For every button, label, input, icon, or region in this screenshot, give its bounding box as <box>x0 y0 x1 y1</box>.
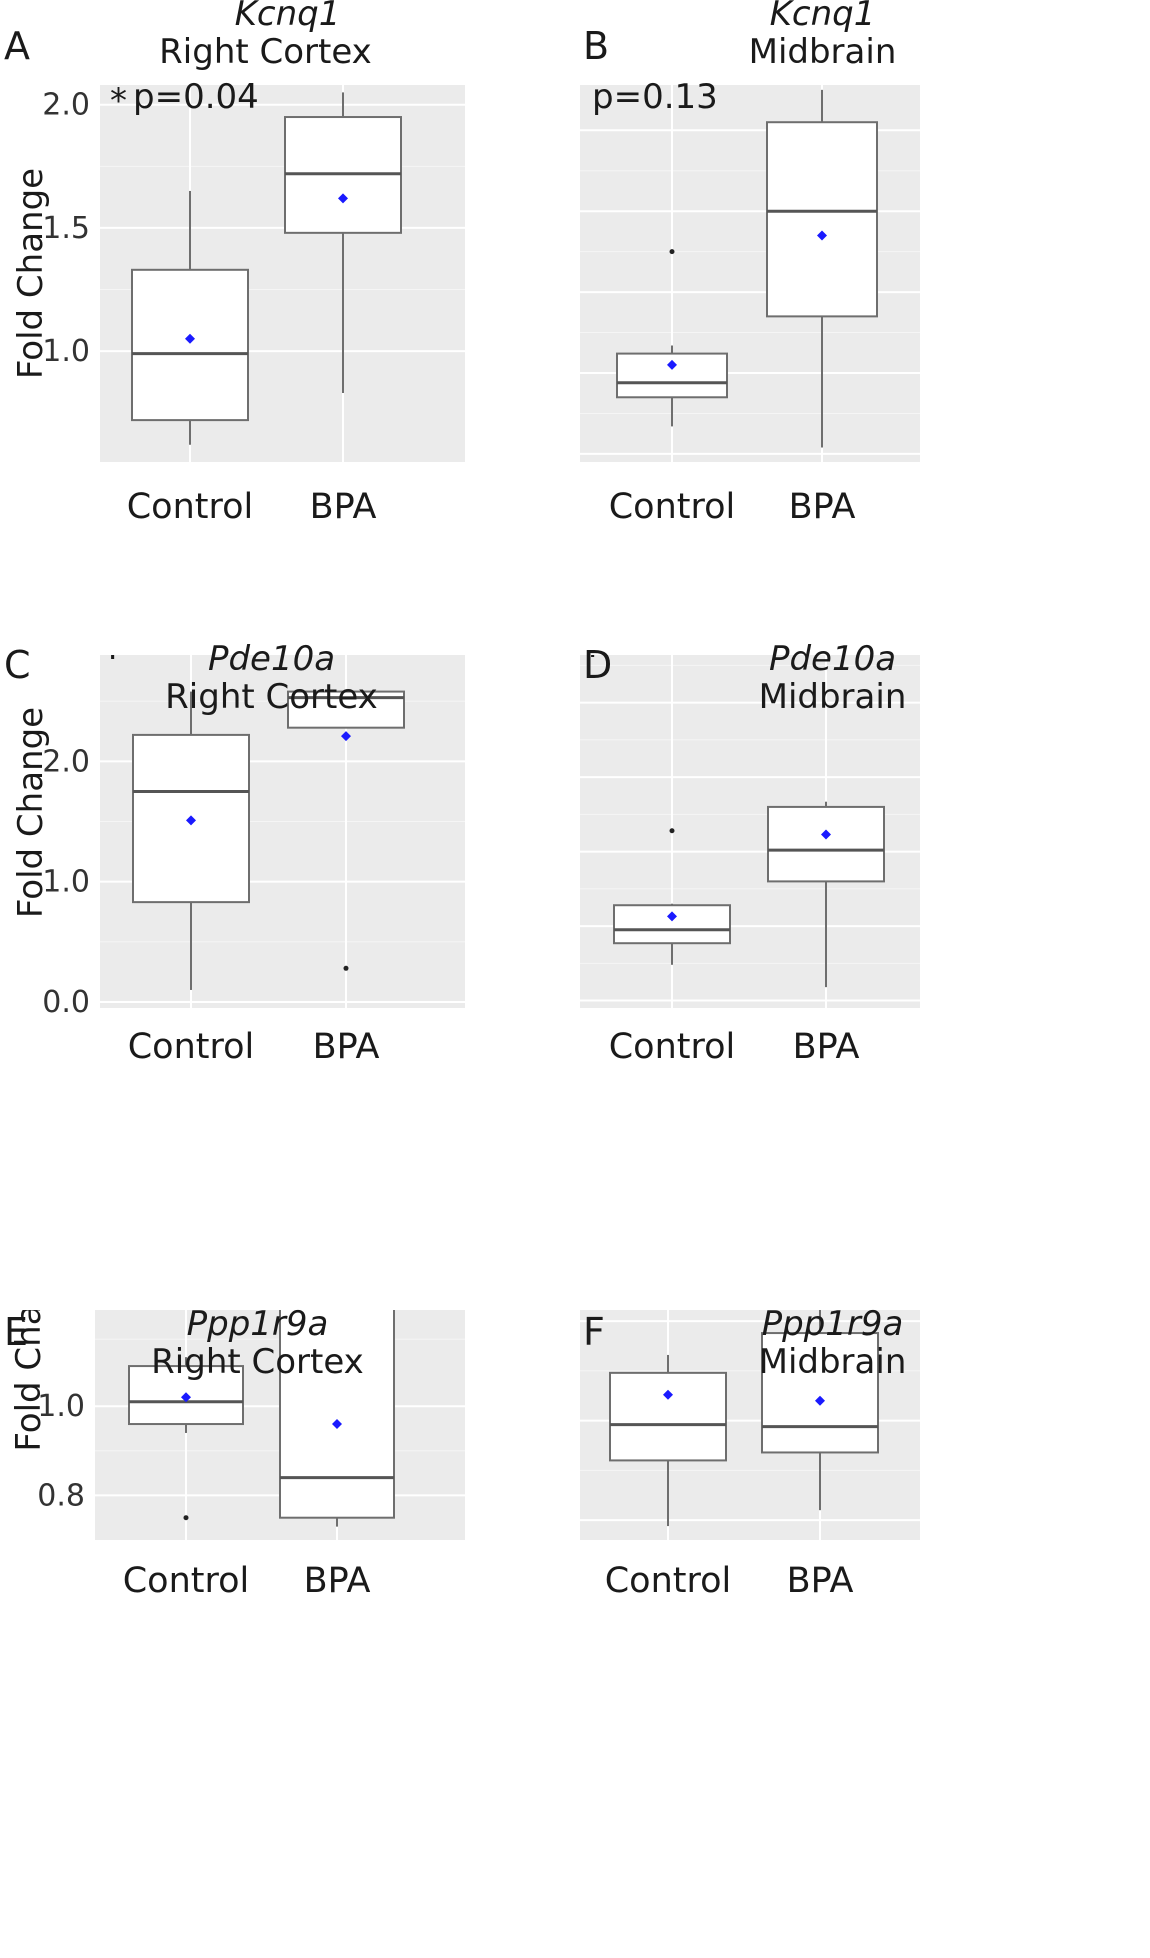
box-control <box>613 828 731 965</box>
x-category-label: Control <box>127 487 254 520</box>
box-iqr <box>131 268 249 422</box>
box-iqr <box>761 1332 879 1454</box>
x-category-label: BPA <box>313 1027 380 1067</box>
mean-marker <box>663 1389 673 1400</box>
outlier-point <box>343 965 349 971</box>
gene-title: Ppp1r9a <box>186 1304 329 1344</box>
mean-marker <box>667 911 677 922</box>
y-tick-label: 1.0 <box>42 865 90 900</box>
y-tick-label: 0.0 <box>42 985 90 1020</box>
box-control <box>616 249 728 427</box>
gene-title: Ppp1r9a <box>761 1304 904 1344</box>
gene-title: Pde10a <box>207 639 336 679</box>
significance-star: * <box>110 81 127 121</box>
boxplot-c: 0.0 1.0 2.0 3.0 Control BPA Fold Change p=0.18 <box>11 655 465 1067</box>
box-bpa <box>766 89 878 448</box>
panel-a: A Kcnq1 Right Cortex 1.0 1.5 2.0 Control BPA… <box>0 0 575 520</box>
box-bpa <box>279 1310 395 1527</box>
y-tick-label: 3.0 <box>42 655 90 659</box>
region-title: Midbrain <box>758 1342 907 1382</box>
x-category-label: Control <box>609 487 736 520</box>
region-title: Midbrain <box>758 677 907 717</box>
mean-marker <box>821 829 831 840</box>
p-value-label: p=0.13 <box>588 655 714 659</box>
box-bpa <box>287 690 405 971</box>
outlier-point <box>669 249 675 255</box>
box-iqr <box>613 904 731 945</box>
box-bpa <box>761 1310 879 1511</box>
panel-letter: C <box>4 643 31 687</box>
x-category-label: Control <box>123 1561 250 1601</box>
box-iqr <box>766 121 878 318</box>
x-category-label: BPA <box>310 487 377 520</box>
gene-title: Kcnq1 <box>234 0 341 34</box>
box-control <box>609 1354 727 1527</box>
box-bpa <box>767 801 885 988</box>
mean-marker <box>332 1419 342 1430</box>
y-tick-label: 2.0 <box>42 88 90 123</box>
box-iqr <box>279 1310 395 1519</box>
panel-b: B Kcnq1 Midbrain 0.51.01.52.02.5ControlB… <box>575 0 1150 520</box>
x-category-label: BPA <box>787 1561 854 1601</box>
panel-f: F Ppp1r9a Midbrain 0.51.01.52.0ControlBP… <box>575 1304 1150 1958</box>
region-title: Right Cortex <box>165 677 378 717</box>
gene-title: Pde10a <box>768 639 897 679</box>
panel-letter: B <box>583 24 610 68</box>
y-axis-label: Fold Change <box>9 1310 49 1452</box>
y-tick-label: 2.0 <box>42 744 90 779</box>
mean-marker <box>181 1392 191 1403</box>
box-bpa <box>284 92 402 394</box>
panel-letter: A <box>4 24 30 68</box>
p-value-label: p=0.04 <box>133 77 259 117</box>
mean-marker <box>817 230 827 241</box>
region-title: Right Cortex <box>151 1342 364 1382</box>
y-axis-label: Fold Change <box>11 168 51 379</box>
panel-letter: D <box>583 643 613 687</box>
region-title: Right Cortex <box>159 32 372 72</box>
x-category-label: BPA <box>789 487 856 520</box>
panel-letter: E <box>4 1310 29 1354</box>
box-iqr <box>609 1371 727 1462</box>
outlier-point <box>183 1515 189 1521</box>
p-value-label: p=0.13 <box>592 77 718 117</box>
mean-marker <box>338 193 348 204</box>
box-iqr <box>767 805 885 883</box>
mean-marker <box>341 731 351 742</box>
outlier-point <box>669 828 675 834</box>
mean-marker <box>185 333 195 344</box>
mean-marker <box>815 1395 825 1406</box>
p-value-label: p=0.18 <box>108 655 234 661</box>
y-tick-label: 0.8 <box>37 1478 85 1513</box>
x-category-label: Control <box>128 1027 255 1067</box>
boxplot-b: 0.51.01.52.02.5ControlBPAFold Changep=0.… <box>580 77 920 520</box>
box-control <box>132 691 250 990</box>
panel-e: E Ppp1r9a Right Cortex 0.81.01.3ControlB… <box>0 1304 575 1958</box>
x-category-label: BPA <box>793 1027 860 1067</box>
boxplot-a: 1.0 1.5 2.0 Control BPA Fold Change p=0.04* <box>11 77 465 520</box>
x-category-label: Control <box>609 1027 736 1067</box>
box-control <box>131 190 249 445</box>
box-control <box>128 1357 244 1521</box>
panel-d: D Pde10a Midbrain 0.01.02.03.04.05.0Cont… <box>575 639 1150 1295</box>
mean-marker <box>667 359 677 370</box>
panel-letter: F <box>583 1310 605 1354</box>
y-tick-label: 1.0 <box>42 334 90 369</box>
x-category-label: BPA <box>304 1561 371 1601</box>
x-category-label: Control <box>605 1561 732 1601</box>
y-tick-label: 1.5 <box>42 211 90 246</box>
gene-title: Kcnq1 <box>769 0 876 34</box>
panel-c: C Pde10a Right Cortex 0.0 1.0 2.0 3.0 Contro… <box>0 639 575 1295</box>
mean-marker <box>186 815 196 826</box>
y-tick-label: 1.0 <box>37 1389 85 1424</box>
y-axis-label: Fold Change <box>11 707 51 918</box>
region-title: Midbrain <box>748 32 897 72</box>
